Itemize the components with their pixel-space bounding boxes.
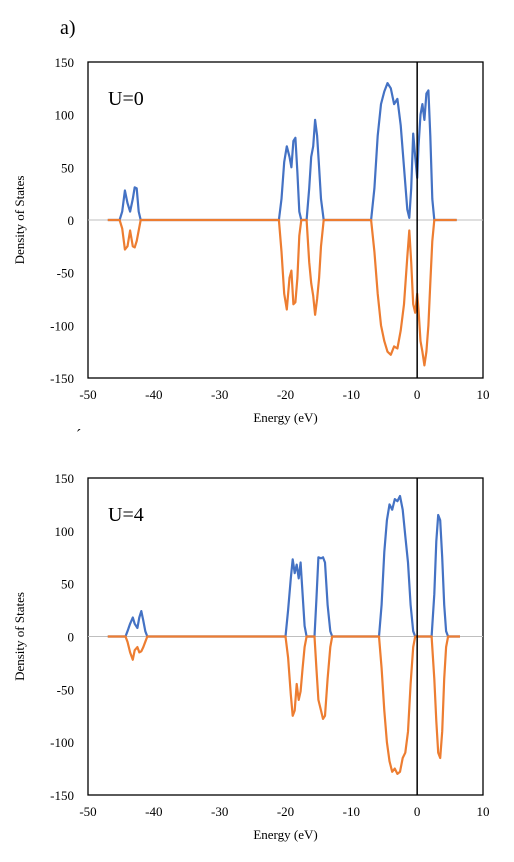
x-tick-label: -20 (277, 804, 294, 819)
x-tick-label: -10 (343, 387, 360, 402)
panel-label: a) (60, 17, 76, 39)
stray-mark: ´ (76, 427, 81, 444)
y-tick-label: -150 (50, 371, 74, 386)
x-axis-label: Energy (eV) (253, 827, 317, 842)
x-tick-label: -40 (145, 387, 162, 402)
y-tick-label: -150 (50, 788, 74, 803)
y-tick-label: 50 (61, 160, 74, 175)
y-tick-label: 150 (55, 55, 75, 70)
x-tick-label: -50 (79, 387, 96, 402)
x-tick-label: 0 (414, 387, 421, 402)
y-tick-label: 0 (68, 213, 75, 228)
panel-annotation: U=0 (108, 88, 144, 110)
y-tick-label: -50 (57, 682, 74, 697)
spin-up-series-line (107, 81, 457, 222)
y-tick-label: -100 (50, 318, 74, 333)
panel-annotation: U=4 (108, 504, 144, 526)
y-tick-label: 50 (61, 577, 74, 592)
x-tick-label: 10 (477, 387, 490, 402)
y-tick-label: 100 (55, 108, 75, 123)
x-tick-label: 10 (477, 804, 490, 819)
y-tick-label: -100 (50, 735, 74, 750)
x-tick-label: -30 (211, 387, 228, 402)
y-axis-label: Density of States (12, 176, 27, 265)
x-tick-label: -30 (211, 804, 228, 819)
y-tick-label: 100 (55, 524, 75, 539)
x-tick-label: -50 (79, 804, 96, 819)
x-tick-label: -10 (343, 804, 360, 819)
spin-up-series-line (107, 494, 460, 638)
x-tick-label: -40 (145, 804, 162, 819)
spin-down-series-line (107, 635, 460, 776)
x-tick-label: -20 (277, 387, 294, 402)
x-tick-label: 0 (414, 804, 421, 819)
x-axis-label: Energy (eV) (253, 410, 317, 425)
y-tick-label: 0 (68, 630, 75, 645)
spin-down-series-line (107, 218, 457, 367)
y-axis-label: Density of States (12, 592, 27, 681)
y-tick-label: 150 (55, 471, 75, 486)
y-tick-label: -50 (57, 266, 74, 281)
